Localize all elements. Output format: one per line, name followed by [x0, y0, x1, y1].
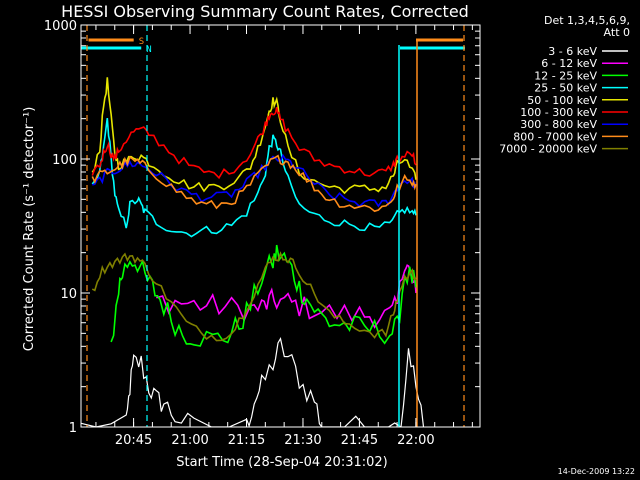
series-line [156, 264, 417, 329]
series-line [91, 107, 417, 180]
series-group [81, 77, 425, 427]
legend-label: 50 - 100 keV [527, 94, 597, 107]
series-line [81, 336, 425, 427]
x-tick-label: 21:00 [171, 433, 208, 448]
chart-title: HESSI Observing Summary Count Rates, Cor… [61, 2, 469, 21]
x-tick-label: 21:45 [341, 433, 378, 448]
plot-frame [80, 24, 481, 428]
legend-header-line: Att 0 [604, 26, 630, 39]
legend-label: 7000 - 20000 keV [499, 143, 597, 156]
legend-label: 300 - 800 keV [520, 118, 597, 131]
x-tick-label: 20:45 [115, 433, 152, 448]
y-tick-label: 10 [60, 287, 77, 302]
series-line [91, 117, 417, 238]
series-line [91, 77, 417, 195]
y-tick-label: 1 [69, 421, 77, 436]
legend-header-line: Det 1,3,4,5,6,9, [544, 14, 630, 27]
legend-label: 800 - 7000 keV [513, 130, 597, 143]
y-axis-label: Corrected Count Rate (s⁻¹ detector⁻¹) [22, 107, 37, 352]
x-tick-label: 21:30 [284, 433, 321, 448]
y-tick-label: 100 [52, 153, 77, 168]
flag-label: S [139, 37, 144, 47]
x-tick-label: 21:15 [228, 433, 265, 448]
legend-label: 100 - 300 keV [520, 106, 597, 119]
series-line [110, 244, 417, 347]
legend-label: 25 - 50 keV [534, 82, 597, 95]
footer-date: 14-Dec-2009 13:22 [558, 467, 635, 476]
y-tick-label: 1000 [44, 19, 77, 34]
series-line [92, 153, 417, 208]
x-tick-label: 22:00 [397, 433, 434, 448]
series-line [91, 154, 417, 213]
plot-area: SN 1 10 100 1000 20:45 21:00 21:15 21:30 21:45 22:… [44, 19, 481, 448]
legend-label: 6 - 12 keV [541, 57, 597, 70]
x-axis-label: Start Time (28-Sep-04 20:31:02) [176, 455, 387, 470]
flag-label: N [146, 45, 151, 55]
series-line [91, 251, 417, 342]
legend-label: 12 - 25 keV [534, 69, 597, 82]
legend-label: 3 - 6 keV [548, 45, 597, 58]
legend-header: Det 1,3,4,5,6,9,Att 0 [544, 14, 630, 39]
